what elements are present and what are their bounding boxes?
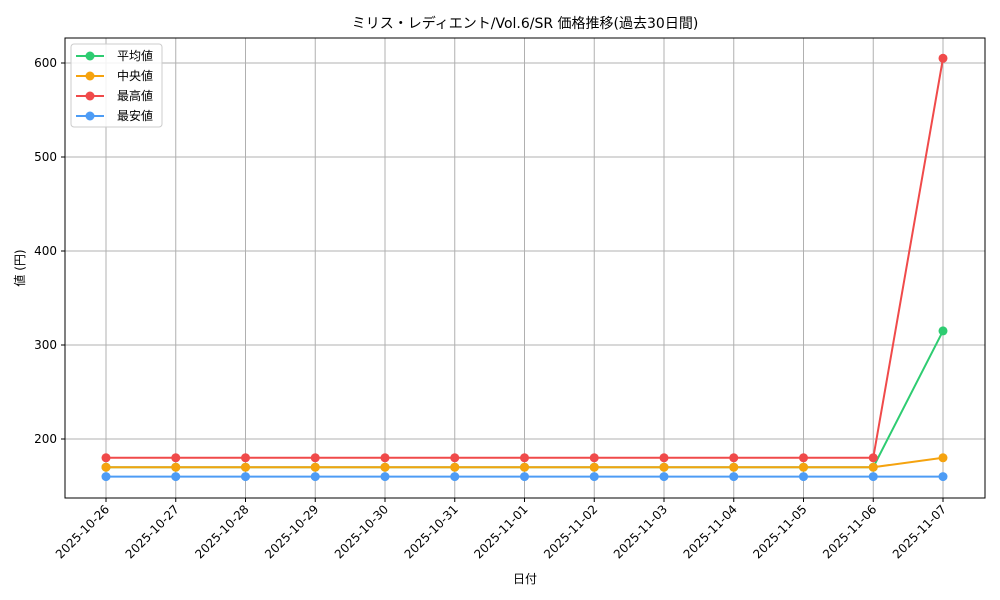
x-tick-label: 2025-11-01	[471, 502, 530, 561]
data-point	[868, 472, 878, 482]
data-point	[729, 453, 739, 463]
x-axis: 2025-10-26 2025-10-27 2025-10-28 2025-10-29…	[53, 498, 949, 561]
data-point	[938, 453, 948, 463]
data-point	[450, 462, 460, 472]
data-point	[310, 453, 320, 463]
data-point	[520, 462, 529, 472]
data-point	[729, 472, 739, 482]
y-tick-label: 200	[34, 432, 57, 446]
x-tick-label: 2025-11-07	[890, 502, 949, 561]
y-axis-label: 値 (円)	[12, 249, 27, 286]
data-point	[799, 453, 808, 463]
data-point	[868, 453, 878, 463]
x-tick-label: 2025-10-28	[192, 502, 251, 561]
data-point	[938, 53, 948, 63]
data-point	[101, 472, 111, 482]
legend-marker-icon	[85, 111, 95, 121]
data-point	[171, 462, 181, 472]
data-point	[938, 472, 948, 482]
legend-label: 中央値	[117, 68, 153, 83]
x-tick-label: 2025-11-05	[750, 502, 809, 561]
data-point	[450, 472, 460, 482]
data-point	[589, 453, 599, 463]
y-tick-label: 400	[34, 244, 57, 258]
data-point	[659, 472, 669, 482]
legend-marker-icon	[85, 71, 95, 81]
data-point	[310, 462, 320, 472]
data-point	[241, 462, 250, 472]
data-point	[380, 453, 390, 463]
data-point	[101, 462, 111, 472]
data-point	[380, 462, 390, 472]
x-tick-label: 2025-10-26	[53, 502, 112, 561]
legend-marker-icon	[85, 51, 95, 61]
y-axis: 200 300 400 500 600	[34, 56, 65, 446]
x-tick-label: 2025-11-02	[541, 502, 600, 561]
grid-lines	[65, 38, 985, 498]
data-point	[659, 453, 669, 463]
x-tick-label: 2025-11-04	[681, 502, 740, 561]
data-point	[101, 453, 111, 463]
y-tick-label: 300	[34, 338, 57, 352]
x-tick-label: 2025-11-06	[820, 502, 879, 561]
data-point	[450, 453, 460, 463]
x-tick-label: 2025-10-31	[402, 502, 461, 561]
legend-label: 最安値	[117, 108, 153, 123]
data-point	[589, 462, 599, 472]
x-tick-label: 2025-10-27	[123, 502, 182, 561]
data-point	[938, 326, 948, 336]
data-point	[729, 462, 739, 472]
legend-label: 最高値	[117, 88, 153, 103]
legend-label: 平均値	[117, 48, 153, 63]
data-point	[241, 453, 250, 463]
x-tick-label: 2025-10-29	[262, 502, 321, 561]
legend-marker-icon	[85, 91, 95, 101]
data-point	[520, 453, 529, 463]
data-point	[310, 472, 320, 482]
x-tick-label: 2025-10-30	[332, 502, 391, 561]
series-lines	[101, 53, 948, 482]
data-point	[171, 472, 181, 482]
data-point	[380, 472, 390, 482]
data-point	[241, 472, 250, 482]
y-tick-label: 500	[34, 150, 57, 164]
data-point	[799, 472, 808, 482]
data-point	[868, 462, 878, 472]
data-point	[171, 453, 181, 463]
chart-title: ミリス・レディエント/Vol.6/SR 価格推移(過去30日間)	[352, 15, 699, 32]
x-tick-label: 2025-11-03	[611, 502, 670, 561]
data-point	[799, 462, 808, 472]
data-point	[520, 472, 529, 482]
data-point	[659, 462, 669, 472]
y-tick-label: 600	[34, 56, 57, 70]
data-point	[589, 472, 599, 482]
x-axis-label: 日付	[513, 572, 537, 586]
